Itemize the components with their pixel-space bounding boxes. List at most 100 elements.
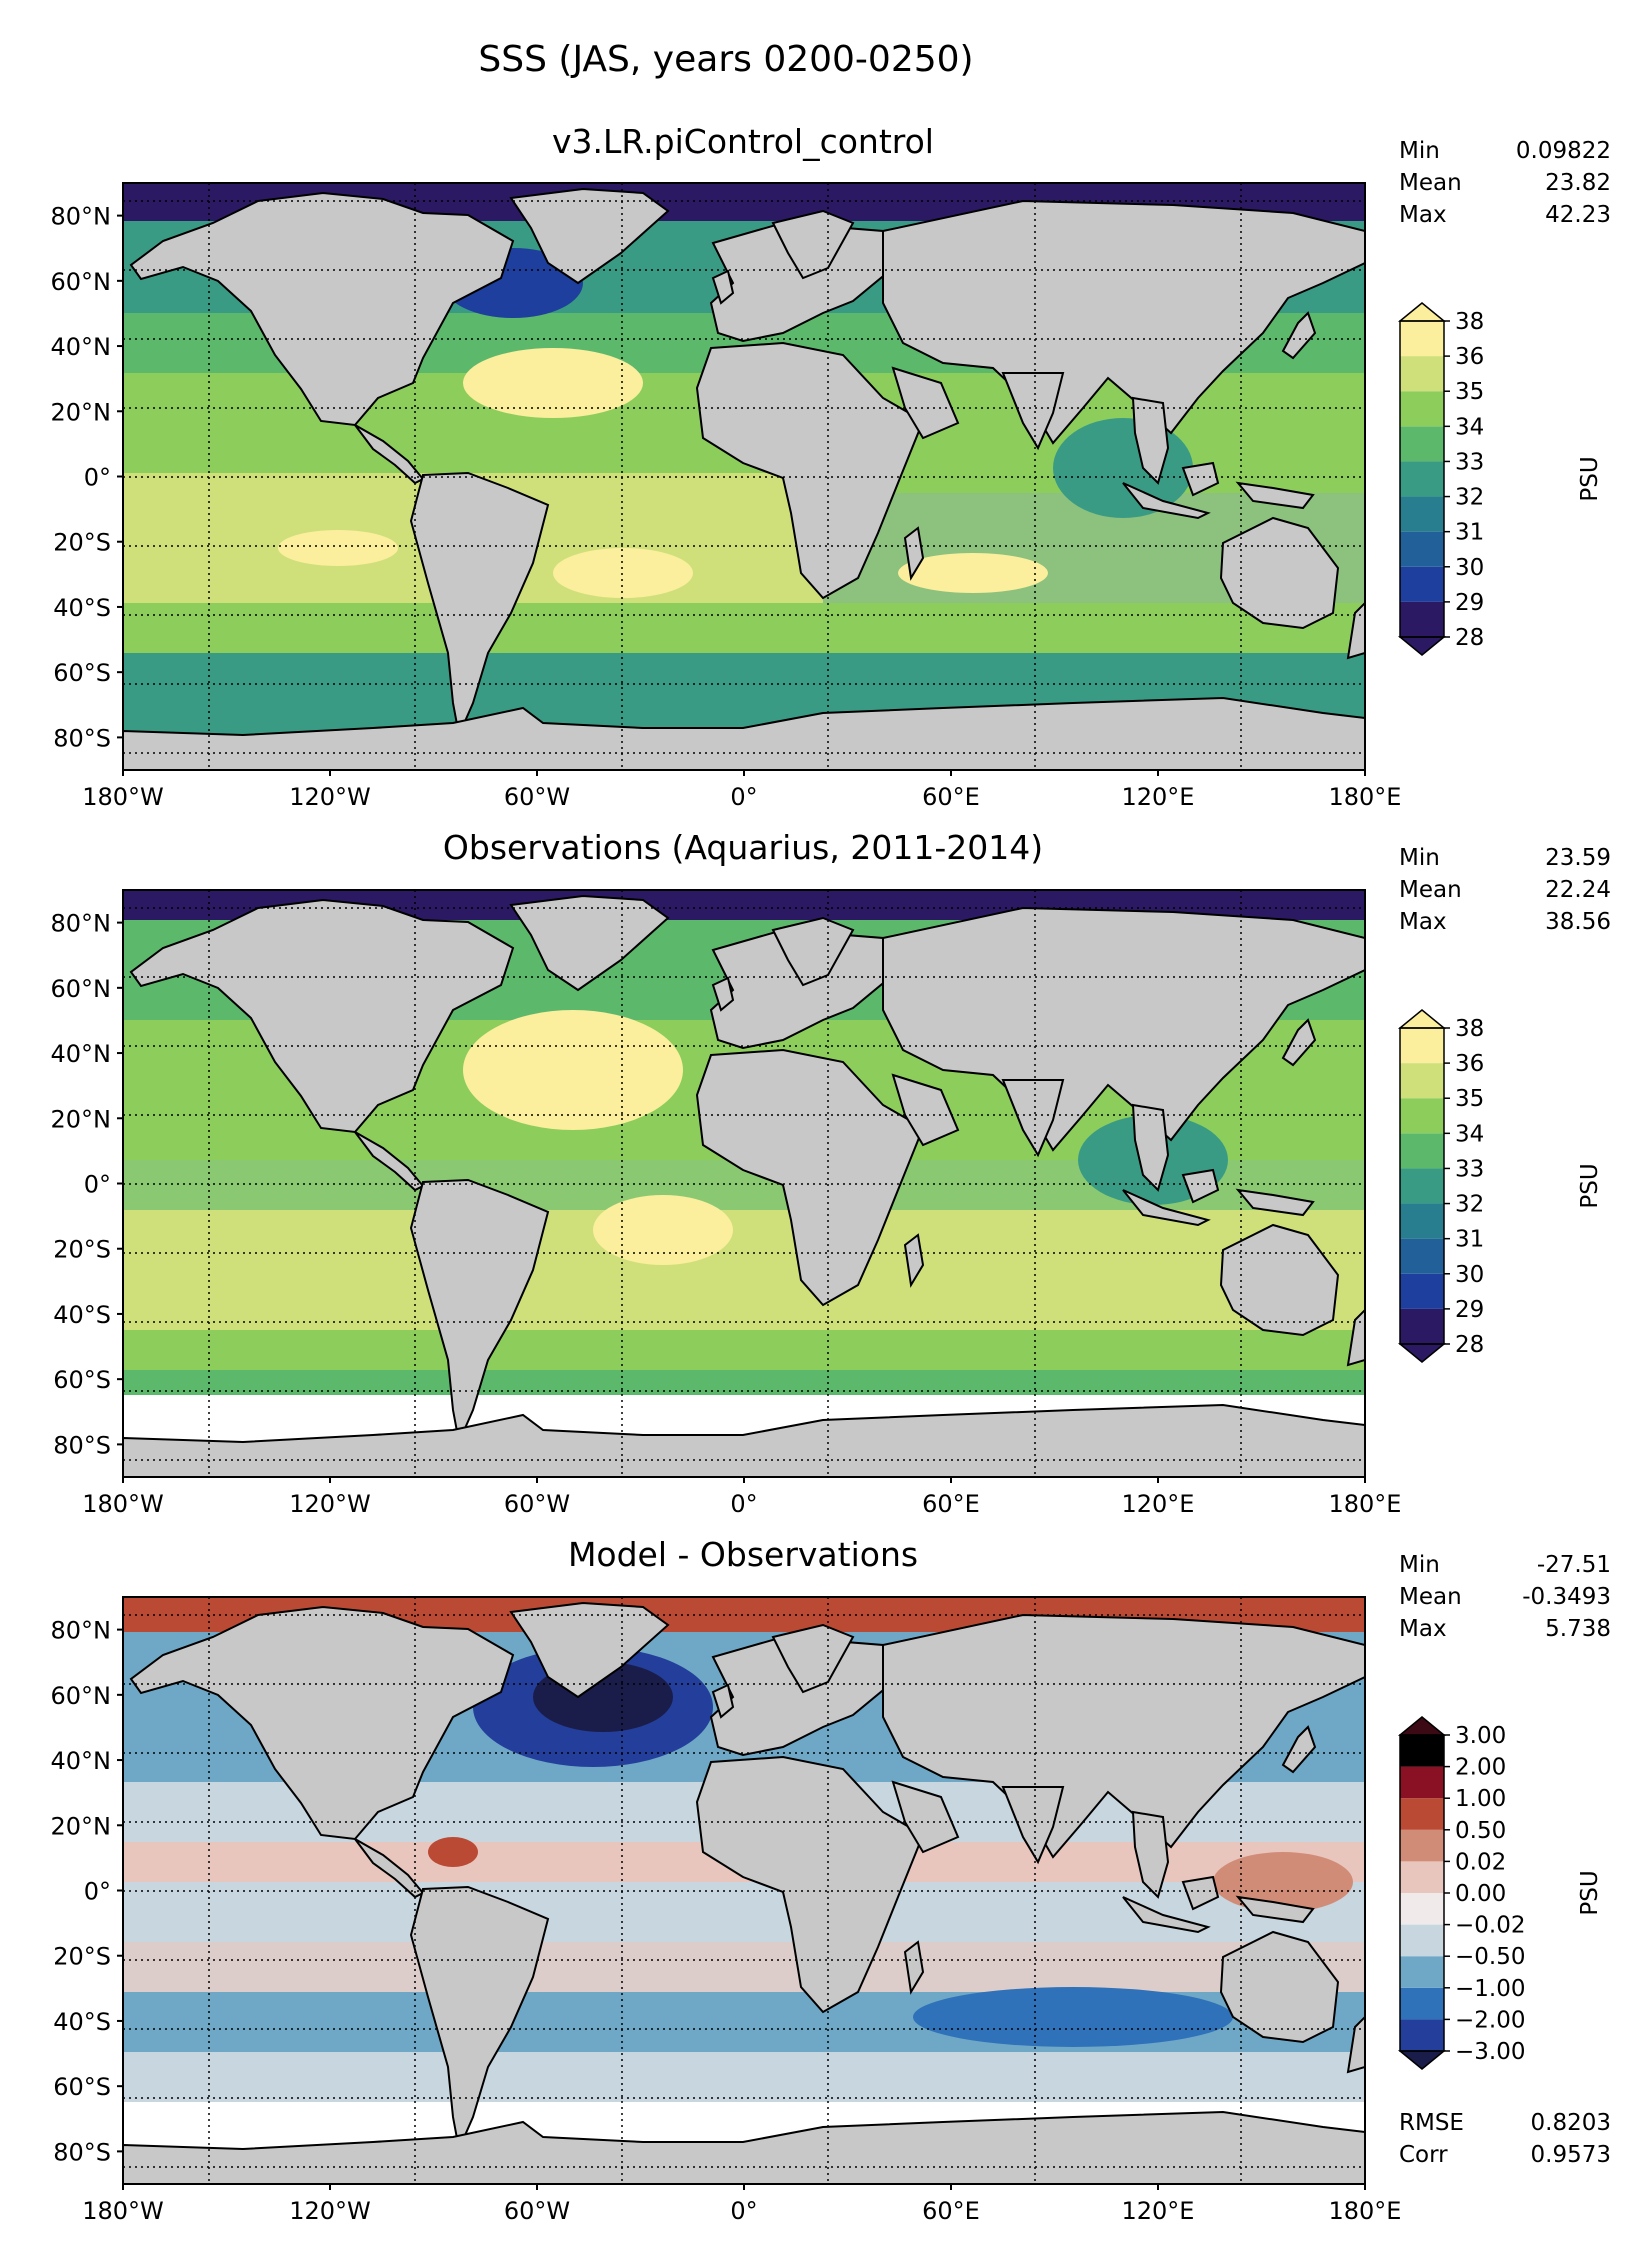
lon-tick-label: 180°E — [1329, 1490, 1402, 1518]
panel-title: v3.LR.piControl_control — [552, 122, 934, 161]
colorbar-segment — [1400, 1766, 1444, 1799]
lat-tick-label: 60°N — [51, 1682, 112, 1710]
colorbar-segment — [1400, 426, 1444, 462]
colorbar-segment — [1400, 1308, 1444, 1344]
stat-value: 42.23 — [1545, 202, 1611, 228]
lon-tick-label: 0° — [730, 2197, 757, 2225]
colorbar-tick-label: −0.50 — [1455, 1944, 1525, 1970]
colorbar-tick-label: 1.00 — [1455, 1786, 1506, 1812]
colorbar-label: PSU — [1577, 1870, 1603, 1915]
lat-tick-label: 40°S — [53, 1301, 111, 1329]
colorbar-extend-max — [1397, 1009, 1447, 1029]
graticule — [123, 890, 1365, 1477]
stat-value: -0.3493 — [1522, 1584, 1611, 1610]
lat-tick-label: 60°S — [53, 1366, 111, 1394]
stat-value: 0.8203 — [1531, 2110, 1611, 2136]
stat-value: 22.24 — [1545, 877, 1611, 903]
lon-tick-label: 0° — [730, 783, 757, 811]
colorbar-segment — [1400, 566, 1444, 602]
colorbar-tick-label: 35 — [1455, 1086, 1484, 1112]
panel-observations: Observations (Aquarius, 2011-2014) — [122, 828, 1366, 1478]
colorbar-label: PSU — [1577, 456, 1603, 501]
lat-tick-label: 0° — [84, 464, 111, 492]
colorbar-extend-min — [1397, 2050, 1447, 2070]
lat-tick-label: 60°N — [51, 268, 112, 296]
colorbar-segment — [1400, 1098, 1444, 1134]
lat-tick-label: 20°N — [51, 398, 112, 426]
colorbar-segment — [1400, 461, 1444, 497]
lon-tick-label: 60°E — [922, 783, 980, 811]
colorbar-segment — [1400, 601, 1444, 637]
colorbar-segment — [1400, 1273, 1444, 1309]
stat-label: Mean — [1399, 877, 1462, 903]
colorbar-tick-label: −0.02 — [1455, 1913, 1525, 1939]
colorbar-frame — [1399, 320, 1445, 638]
colorbar-tick-label: 2.00 — [1455, 1755, 1506, 1781]
colorbar-tick-label: 32 — [1455, 485, 1484, 511]
lat-tick-label: 20°N — [51, 1812, 112, 1840]
map-observations — [122, 889, 1366, 1478]
lat-tick-label: 0° — [84, 1171, 111, 1199]
stat-label: Corr — [1399, 2142, 1448, 2168]
colorbar-tick-label: 34 — [1455, 1121, 1484, 1147]
lon-tick-label: 180°E — [1329, 2197, 1402, 2225]
stat-label: Max — [1399, 1616, 1447, 1642]
colorbar-tick-label: 38 — [1455, 309, 1484, 335]
lon-tick-label: 60°W — [504, 2197, 570, 2225]
stat-value: 38.56 — [1545, 909, 1611, 935]
colorbar-segment — [1400, 1238, 1444, 1274]
colorbar-segment — [1400, 1028, 1444, 1064]
map-difference — [122, 1596, 1366, 2185]
colorbar-segment — [1400, 1861, 1444, 1893]
colorbar-segment — [1400, 1133, 1444, 1169]
colorbar-tick-label: 28 — [1455, 625, 1484, 651]
stat-label: RMSE — [1399, 2110, 1464, 2136]
colorbar-extend-max — [1397, 302, 1447, 322]
colorbar-tick-label: 3.00 — [1455, 1723, 1506, 1749]
lon-tick-label: 120°W — [289, 783, 371, 811]
colorbar-label: PSU — [1577, 1163, 1603, 1208]
graticule — [123, 183, 1365, 770]
colorbar-segment — [1400, 391, 1444, 427]
lat-tick-label: 60°S — [53, 2073, 111, 2101]
lat-tick-label: 80°N — [51, 910, 112, 938]
colorbar-segment — [1400, 1829, 1444, 1862]
colorbar-tick-label: 29 — [1455, 590, 1484, 616]
colorbar-extend-min — [1397, 1343, 1447, 1363]
panel-title: Observations (Aquarius, 2011-2014) — [443, 828, 1043, 867]
colorbar-segment — [1400, 321, 1444, 357]
panel-model: v3.LR.piControl_control — [122, 122, 1366, 771]
colorbar-tick-label: 35 — [1455, 379, 1484, 405]
colorbar-segment — [1400, 1987, 1444, 2020]
colorbar-extend-min — [1397, 636, 1447, 656]
stat-label: Max — [1399, 202, 1447, 228]
colorbar-tick-label: 32 — [1455, 1192, 1484, 1218]
figure-title: SSS (JAS, years 0200-0250) — [478, 39, 973, 80]
lon-tick-label: 120°W — [289, 2197, 371, 2225]
lat-tick-label: 20°N — [51, 1105, 112, 1133]
colorbar-tick-label: 0.02 — [1455, 1849, 1506, 1875]
colorbar-tick-label: 28 — [1455, 1332, 1484, 1358]
lat-tick-label: 40°N — [51, 1747, 112, 1775]
lat-tick-label: 60°N — [51, 975, 112, 1003]
colorbar-tick-label: 33 — [1455, 449, 1484, 475]
lon-tick-label: 120°E — [1122, 1490, 1195, 1518]
colorbar-segment — [1400, 1798, 1444, 1830]
panel-title: Model - Observations — [568, 1535, 918, 1574]
stat-value: -27.51 — [1537, 1552, 1611, 1578]
lat-tick-label: 20°S — [53, 1943, 111, 1971]
colorbar-tick-label: −3.00 — [1455, 2039, 1525, 2065]
stat-label: Max — [1399, 909, 1447, 935]
graticule — [123, 1597, 1365, 2184]
lon-tick-label: 120°W — [289, 1490, 371, 1518]
stat-label: Min — [1399, 845, 1440, 871]
stat-label: Mean — [1399, 1584, 1462, 1610]
lon-tick-label: 60°W — [504, 1490, 570, 1518]
lat-tick-label: 80°S — [53, 2138, 111, 2166]
lon-tick-label: 180°E — [1329, 783, 1402, 811]
colorbar-frame — [1399, 1027, 1445, 1345]
stat-label: Mean — [1399, 170, 1462, 196]
colorbar-tick-label: −1.00 — [1455, 1976, 1525, 2002]
lat-tick-label: 0° — [84, 1878, 111, 1906]
